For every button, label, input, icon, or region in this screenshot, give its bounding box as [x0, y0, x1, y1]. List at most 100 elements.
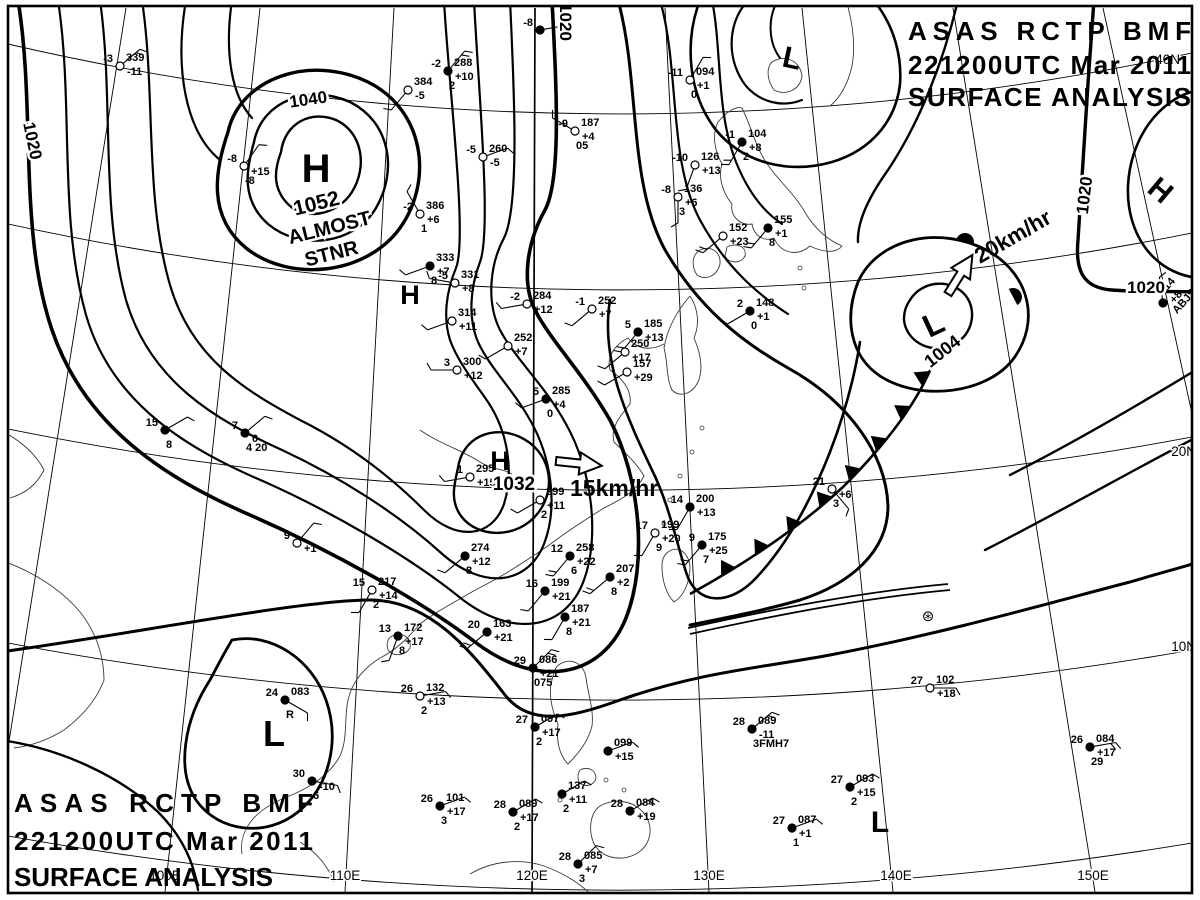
station-extra: 2	[743, 151, 749, 163]
station-circle	[557, 789, 567, 799]
station-dewpoint: +15	[857, 787, 876, 799]
station-dewpoint: +21	[572, 617, 591, 629]
wind-barb-shaft	[604, 354, 623, 370]
station-pressure: 285	[552, 385, 570, 397]
station-plot: 384-5	[383, 76, 433, 111]
wind-barb-tick	[596, 845, 605, 849]
wind-barb	[122, 48, 148, 64]
cold-front-triangle	[786, 515, 802, 533]
station-plot: 30 -106	[293, 768, 341, 802]
station-pressure: 087	[798, 814, 816, 826]
station-pressure: 136	[684, 183, 702, 195]
station-extra: 05	[576, 140, 588, 152]
station-dewpoint: +15	[477, 477, 496, 489]
station-temperature: 16	[526, 578, 538, 590]
station-circle	[603, 746, 613, 756]
wind-barb-shaft	[444, 477, 467, 483]
station-dewpoint: +13	[645, 332, 664, 344]
station-extra: 3FMH7	[753, 738, 789, 750]
wind-barb	[247, 415, 273, 431]
station-temperature: 27	[911, 675, 923, 687]
station-dewpoint: 0	[252, 433, 258, 445]
station-dewpoint: +17	[447, 806, 466, 818]
station-circle	[478, 152, 488, 162]
station-pressure: 314	[458, 307, 477, 319]
station-pressure: 086	[539, 654, 557, 666]
station-temperature: 21	[813, 476, 825, 488]
island	[689, 449, 695, 455]
wind-barb-shaft	[702, 238, 721, 254]
wind-barb-shaft	[589, 579, 608, 595]
island	[661, 521, 667, 527]
coastline	[9, 434, 45, 499]
wind-barb-tick	[771, 711, 780, 716]
station-dewpoint: +29	[634, 372, 653, 384]
station-pressure: 187	[571, 603, 589, 615]
wind-barb-shaft	[685, 168, 695, 190]
longitude-label: 140E	[880, 868, 912, 883]
latitude-label: 20N	[1171, 444, 1196, 459]
meridian-line	[664, 7, 710, 892]
station-dewpoint: +7	[585, 864, 598, 876]
wind-barb-shaft	[517, 501, 537, 514]
station-circle	[718, 231, 728, 241]
wind-barb-shaft	[676, 510, 689, 530]
wind-barb-tick	[746, 242, 755, 245]
station-temperature: -8	[227, 153, 237, 165]
shear-line	[689, 589, 951, 635]
wind-barb-tick	[597, 365, 606, 370]
station-extra: 2	[563, 803, 569, 815]
wind-barb-tick	[463, 642, 472, 647]
station-dewpoint: +13	[702, 165, 721, 177]
wind-barb-tick	[406, 184, 412, 192]
station-pressure: 185	[644, 318, 662, 330]
wind-barb	[423, 690, 452, 699]
station-dewpoint: +19	[637, 811, 656, 823]
wind-barb-shaft	[552, 558, 568, 577]
station-circle	[925, 683, 935, 693]
wind-barb-shaft	[565, 780, 585, 793]
station-plot: -8 136 +63	[661, 183, 702, 228]
station-circle	[115, 61, 125, 71]
wind-barb	[691, 56, 712, 77]
wind-barb	[168, 416, 195, 429]
parallel-line	[9, 43, 1191, 115]
parallel-line	[9, 223, 1191, 291]
station-plot: -10 126 +13	[672, 151, 721, 192]
title-line-3: SURFACE ANALYSIS	[14, 862, 274, 892]
coastline	[692, 247, 721, 278]
station-plot: 27 102 +18	[911, 674, 961, 700]
isobar	[9, 740, 200, 892]
station-circle	[239, 161, 249, 171]
wind-barb-tick	[381, 659, 390, 663]
station-temperature: 13	[379, 623, 391, 635]
isobar	[689, 7, 902, 169]
station-pressure: 252	[598, 295, 616, 307]
wind-barb-shaft	[795, 818, 817, 828]
isobar-value-label: 1020	[1073, 175, 1096, 215]
wind-barb-shaft	[405, 266, 427, 276]
wind-barb-tick	[680, 559, 689, 562]
station-dewpoint: +7	[437, 266, 450, 278]
wind-barb-tick	[459, 645, 468, 650]
station-pressure: 094	[696, 66, 715, 78]
shear-line	[687, 583, 949, 629]
wind-barb-tick	[647, 800, 656, 806]
wind-barb-tick	[872, 773, 880, 779]
wind-barb	[516, 798, 543, 811]
station-circle	[540, 586, 550, 596]
station-pressure: 333	[436, 252, 454, 264]
map-border	[6, 4, 1194, 895]
coastline	[9, 562, 105, 749]
wind-barb-tick	[445, 691, 452, 699]
station-plot: 28 089 +172	[494, 798, 543, 833]
station-pressure: 199	[661, 519, 679, 531]
wind-barb	[677, 547, 700, 566]
station-dewpoint: +15	[251, 166, 270, 178]
station-extra: 0	[751, 320, 757, 332]
station-circle	[503, 341, 513, 351]
station-plot: 16 199 +21	[520, 577, 571, 612]
